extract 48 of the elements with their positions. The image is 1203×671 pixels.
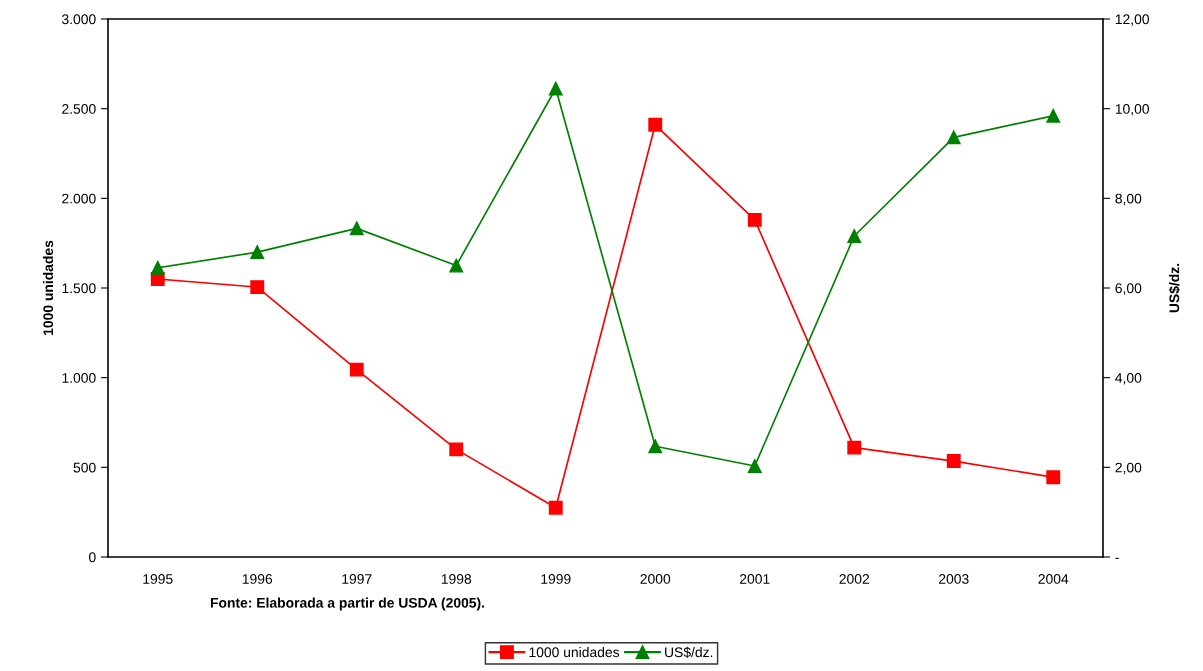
y-tick-label: 2.500 (62, 104, 96, 114)
point (946, 130, 961, 145)
x-tick-label: 2004 (1038, 574, 1069, 584)
y2-tick-label: 2,00 (1115, 462, 1142, 475)
x-tick-label: 2000 (640, 574, 671, 584)
x-tick-label: 2003 (939, 574, 969, 584)
legend-label: 1000 unidades (529, 646, 620, 658)
point (250, 280, 265, 295)
point (648, 439, 663, 454)
x-tick-label: 1995 (143, 574, 173, 584)
point (250, 245, 265, 260)
y2-tick-label: 6,00 (1115, 283, 1142, 295)
point (548, 81, 563, 96)
point (747, 459, 762, 473)
y-tick-label: 500 (73, 462, 96, 473)
y2-tick-label: - (1115, 557, 1119, 559)
point (946, 454, 961, 469)
point (449, 442, 464, 457)
x-tick-label: 1996 (242, 574, 273, 584)
point (847, 229, 862, 243)
x-tick-label: 2002 (839, 574, 869, 584)
x-tick-label: 1997 (342, 574, 372, 584)
point (548, 500, 563, 515)
point (847, 440, 862, 455)
point (648, 117, 663, 132)
source-note: Fonte: Elaborada a partir de USDA (2005). (210, 597, 485, 611)
point (349, 221, 364, 236)
point (150, 260, 165, 275)
y2-axis-title: US$/dz. (1168, 263, 1181, 313)
y-tick-label: 3.000 (61, 14, 96, 25)
y2-tick-label: 8,00 (1115, 193, 1142, 206)
legend-label: US$/dz. (665, 646, 713, 658)
y-tick-label: 1.500 (62, 283, 96, 294)
x-tick-label: 1999 (541, 574, 571, 584)
x-tick-label: 1998 (441, 574, 472, 584)
y2-tick-label: 10,00 (1115, 104, 1150, 116)
point (1046, 470, 1061, 485)
point (1046, 108, 1061, 123)
y-tick-label: 0 (89, 552, 96, 563)
point (747, 212, 762, 227)
y2-tick-label: 4,00 (1115, 373, 1142, 385)
y-axis-title: 1000 unidades (42, 240, 54, 335)
x-tick-label: 2001 (740, 574, 770, 584)
y-tick-label: 1.000 (62, 373, 96, 383)
point (349, 362, 364, 377)
y2-tick-label: 12,00 (1115, 14, 1150, 26)
point (449, 258, 464, 273)
y-tick-label: 2.000 (62, 193, 96, 204)
